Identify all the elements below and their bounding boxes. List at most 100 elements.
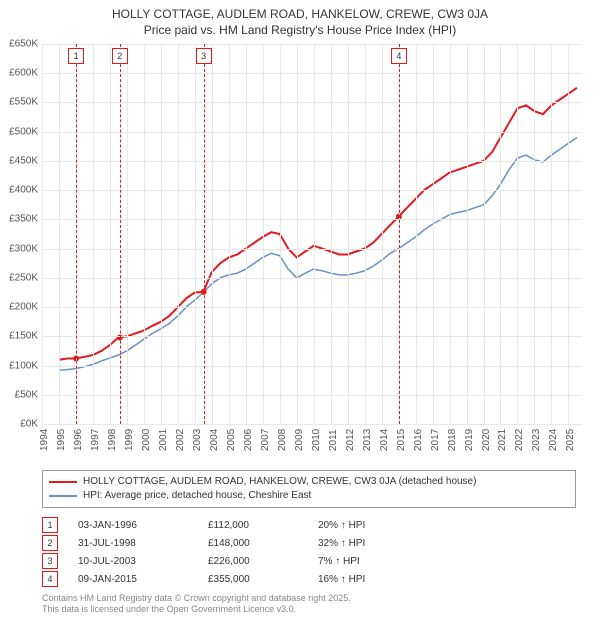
y-tick-label: £400K	[9, 185, 38, 196]
gridline-v	[110, 44, 111, 424]
gridline-v	[161, 44, 162, 424]
x-tick-label: 2021	[497, 429, 508, 451]
x-tick-label: 1996	[73, 429, 84, 451]
sale-marker-box: 3	[196, 48, 212, 64]
gridline-v	[314, 44, 315, 424]
footer-line1: Contains HM Land Registry data © Crown c…	[42, 593, 351, 605]
gridline-v	[433, 44, 434, 424]
x-tick-label: 2022	[514, 429, 525, 451]
x-tick-label: 1999	[124, 429, 135, 451]
x-tick-label: 2013	[362, 429, 373, 451]
gridline-v	[144, 44, 145, 424]
x-tick-label: 2001	[158, 429, 169, 451]
gridline-v	[500, 44, 501, 424]
gridline-v	[127, 44, 128, 424]
sale-marker-date: 03-JAN-1996	[78, 520, 188, 531]
sale-marker-date: 10-JUL-2003	[78, 556, 188, 567]
y-tick-label: £650K	[9, 39, 38, 50]
gridline-v	[467, 44, 468, 424]
y-tick-label: £100K	[9, 360, 38, 371]
legend-row-property: HOLLY COTTAGE, AUDLEM ROAD, HANKELOW, CR…	[49, 475, 569, 489]
x-tick-label: 2010	[311, 429, 322, 451]
x-tick-label: 2018	[447, 429, 458, 451]
x-tick-label: 2008	[277, 429, 288, 451]
gridline-v	[348, 44, 349, 424]
x-axis: 1994199519961997199819992000200120022003…	[42, 426, 582, 462]
sale-marker-delta: 16% ↑ HPI	[318, 574, 418, 585]
sale-marker-date: 31-JUL-1998	[78, 538, 188, 549]
x-tick-label: 2024	[548, 429, 559, 451]
sale-marker-row-box: 4	[42, 571, 58, 587]
sale-marker-date: 09-JAN-2015	[78, 574, 188, 585]
sale-marker-row-box: 2	[42, 535, 58, 551]
gridline-v	[93, 44, 94, 424]
sale-marker-delta: 20% ↑ HPI	[318, 520, 418, 531]
sale-marker-row-box: 1	[42, 517, 58, 533]
y-tick-label: £550K	[9, 97, 38, 108]
x-tick-label: 2012	[345, 429, 356, 451]
legend-row-hpi: HPI: Average price, detached house, Ches…	[49, 489, 569, 503]
sale-marker-box: 2	[112, 48, 128, 64]
x-tick-label: 1998	[107, 429, 118, 451]
sale-marker-vline	[76, 44, 77, 424]
series-line-property	[59, 88, 577, 360]
gridline-v	[280, 44, 281, 424]
sale-marker-delta: 32% ↑ HPI	[318, 538, 418, 549]
gridline-v	[450, 44, 451, 424]
x-tick-label: 2019	[464, 429, 475, 451]
y-tick-label: £200K	[9, 302, 38, 313]
gridline-v	[331, 44, 332, 424]
x-tick-label: 2014	[379, 429, 390, 451]
series-line-hpi	[59, 138, 577, 371]
gridline-h	[42, 424, 582, 425]
sale-marker-price: £355,000	[208, 574, 298, 585]
x-tick-label: 2009	[294, 429, 305, 451]
gridline-v	[229, 44, 230, 424]
x-tick-label: 2006	[243, 429, 254, 451]
x-tick-label: 2023	[531, 429, 542, 451]
gridline-v	[534, 44, 535, 424]
gridline-v	[246, 44, 247, 424]
x-tick-label: 2016	[413, 429, 424, 451]
sale-marker-vline	[399, 44, 400, 424]
legend-swatch-property	[49, 481, 77, 483]
gridline-v	[42, 44, 43, 424]
x-tick-label: 2002	[175, 429, 186, 451]
sale-marker-row: 2 31-JUL-1998 £148,000 32% ↑ HPI	[42, 534, 562, 552]
gridline-v	[416, 44, 417, 424]
gridline-v	[517, 44, 518, 424]
chart-title-line1: HOLLY COTTAGE, AUDLEM ROAD, HANKELOW, CR…	[0, 6, 600, 22]
gridline-v	[484, 44, 485, 424]
x-tick-label: 2017	[430, 429, 441, 451]
footer-line2: This data is licensed under the Open Gov…	[42, 604, 351, 616]
x-tick-label: 2015	[396, 429, 407, 451]
x-tick-label: 2000	[141, 429, 152, 451]
chart-title-block: HOLLY COTTAGE, AUDLEM ROAD, HANKELOW, CR…	[0, 0, 600, 38]
gridline-v	[382, 44, 383, 424]
x-tick-label: 2003	[192, 429, 203, 451]
sale-marker-row-box: 3	[42, 553, 58, 569]
chart-title-line2: Price paid vs. HM Land Registry's House …	[0, 22, 600, 38]
y-tick-label: £250K	[9, 272, 38, 283]
gridline-v	[263, 44, 264, 424]
sale-marker-price: £148,000	[208, 538, 298, 549]
y-tick-label: £600K	[9, 68, 38, 79]
sale-marker-delta: 7% ↑ HPI	[318, 556, 418, 567]
x-tick-label: 2005	[226, 429, 237, 451]
x-tick-label: 1995	[56, 429, 67, 451]
sale-marker-vline	[120, 44, 121, 424]
gridline-v	[297, 44, 298, 424]
footer-attribution: Contains HM Land Registry data © Crown c…	[42, 593, 351, 616]
sale-marker-table: 1 03-JAN-1996 £112,000 20% ↑ HPI 2 31-JUL-199…	[42, 516, 562, 588]
chart-area: 1234 £0K£50K£100K£150K£200K£250K£300K£35…	[42, 44, 582, 424]
sale-marker-price: £226,000	[208, 556, 298, 567]
x-tick-label: 2025	[565, 429, 576, 451]
y-tick-label: £50K	[15, 389, 38, 400]
legend-label-property: HOLLY COTTAGE, AUDLEM ROAD, HANKELOW, CR…	[83, 475, 476, 489]
y-tick-label: £150K	[9, 331, 38, 342]
sale-marker-price: £112,000	[208, 520, 298, 531]
gridline-v	[568, 44, 569, 424]
gridline-v	[365, 44, 366, 424]
y-axis: £0K£50K£100K£150K£200K£250K£300K£350K£40…	[0, 44, 40, 424]
y-tick-label: £0K	[20, 419, 38, 430]
